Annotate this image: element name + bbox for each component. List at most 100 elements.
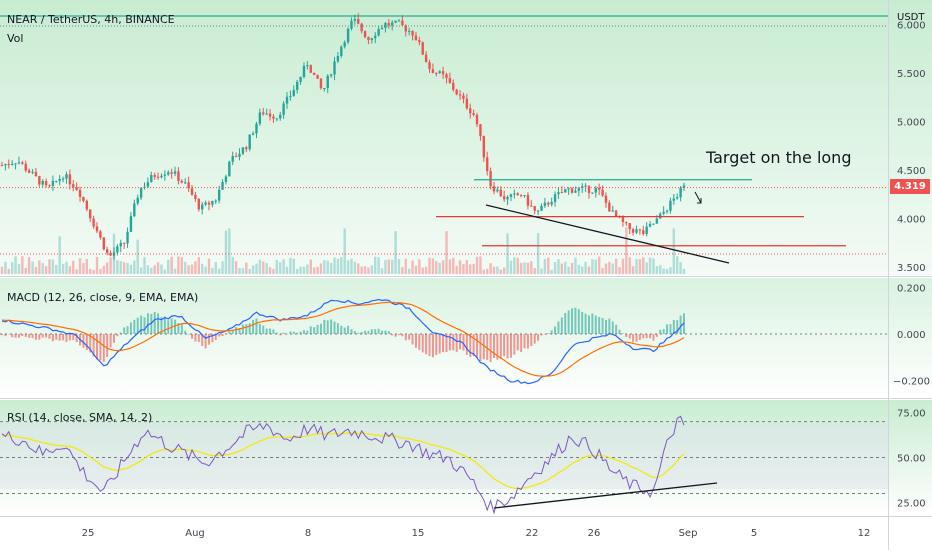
candle-body (187, 182, 190, 189)
volume-bar (92, 269, 95, 274)
volume-bar (285, 266, 289, 274)
macd-histogram-bar (55, 334, 58, 340)
macd-histogram-bar (442, 334, 445, 353)
arrow-icon (694, 191, 702, 204)
volume-bar (421, 267, 424, 274)
candle-body (194, 194, 197, 199)
volume-bar (245, 262, 248, 274)
volume-bar (282, 259, 285, 274)
volume-bar (251, 265, 255, 274)
volume-bar (27, 257, 31, 274)
candle-body (309, 65, 312, 73)
volume-bar (163, 269, 167, 274)
macd-histogram-bar (564, 312, 567, 334)
axes: 6.000 5.500 5.000 4.500 4.000 3.500 0.200 0.000… (82, 20, 930, 539)
price-tick-label: 5.500 (897, 69, 926, 80)
macd-histogram-bar (31, 334, 34, 339)
macd-histogram-bar (340, 325, 343, 334)
candle-body (584, 185, 587, 187)
volume-bar (316, 266, 319, 274)
volume-bar (299, 266, 302, 274)
macd-histogram-bar (557, 321, 560, 334)
macd-histogram-bar (146, 313, 149, 334)
candle-body (214, 200, 217, 202)
macd-histogram-bar (160, 317, 163, 334)
candle-body (591, 192, 594, 194)
volume-bar (614, 258, 618, 274)
macd-histogram-bar (197, 334, 200, 342)
macd-histogram-bar (286, 333, 289, 335)
candle-body (21, 162, 24, 164)
volume-bar (4, 261, 7, 274)
macd-histogram-bar (509, 334, 512, 358)
volume-bar (441, 260, 445, 274)
volume-bar (48, 259, 51, 274)
candle-body (133, 203, 136, 217)
macd-histogram-bar (632, 334, 635, 343)
volume-bar (228, 228, 231, 274)
volume-bar (95, 256, 99, 274)
macd-histogram-bar (591, 313, 594, 334)
macd-histogram-bar (333, 321, 336, 334)
macd-histogram-bar (435, 334, 438, 355)
candle-body (343, 42, 346, 47)
volume-bar (234, 261, 238, 274)
macd-histogram-bar (577, 309, 580, 334)
macd-histogram-bar (299, 331, 302, 334)
volume-bar (523, 262, 526, 274)
volume-bar (543, 258, 547, 274)
macd-histogram-bar (116, 334, 119, 337)
volume-bar (547, 257, 550, 274)
macd-histogram-bar (21, 334, 24, 337)
candle-body (441, 71, 445, 75)
macd-histogram-bar (537, 334, 540, 341)
volume-bar (126, 262, 129, 274)
volume-bar (625, 227, 628, 274)
volume-bar (557, 259, 560, 274)
volume-bar (669, 267, 672, 274)
candle-body (105, 249, 109, 253)
macd-histogram-bar (323, 319, 326, 334)
macd-histogram-bar (319, 323, 322, 334)
macd-histogram-bar (112, 334, 115, 343)
macd-histogram-bar (228, 331, 231, 334)
candle-body (112, 252, 116, 256)
volume-bar (414, 265, 418, 274)
candle-body (597, 187, 601, 190)
macd-histogram-bar (421, 334, 424, 353)
candle-body (85, 200, 89, 210)
macd-histogram-bar (241, 324, 244, 334)
macd-histogram-bar (438, 334, 441, 354)
macd-histogram-bar (666, 324, 669, 334)
candle-body (7, 164, 10, 166)
macd-histogram-bar (252, 319, 255, 334)
candle-body (553, 194, 557, 202)
candle-body (516, 193, 519, 196)
volume-bar (363, 266, 367, 274)
time-tick-label: Aug (185, 528, 205, 539)
macd-histogram-bar (381, 330, 384, 334)
candle-body (160, 175, 163, 178)
candlestick-series (0, 13, 686, 260)
macd-histogram-bar (615, 324, 618, 334)
candle-body (387, 23, 391, 26)
volume-bar (167, 259, 170, 274)
macd-histogram-bar (469, 334, 472, 358)
volume-bar (462, 264, 465, 274)
volume-bar (99, 268, 102, 274)
volume-bar (635, 259, 638, 274)
candle-body (279, 114, 282, 119)
volume-bar (221, 261, 224, 274)
volume-bar (89, 268, 92, 274)
candle-body (645, 226, 648, 235)
macd-histogram-bar (258, 323, 261, 334)
macd-histogram-bar (224, 334, 227, 335)
macd-histogram-bar (662, 329, 665, 334)
volume-bar (262, 261, 265, 274)
macd-histogram-bar (28, 334, 31, 338)
macd-histogram-bar (330, 319, 333, 334)
candle-body (319, 78, 323, 89)
candle-body (547, 202, 550, 205)
macd-histogram-bar (309, 326, 312, 334)
